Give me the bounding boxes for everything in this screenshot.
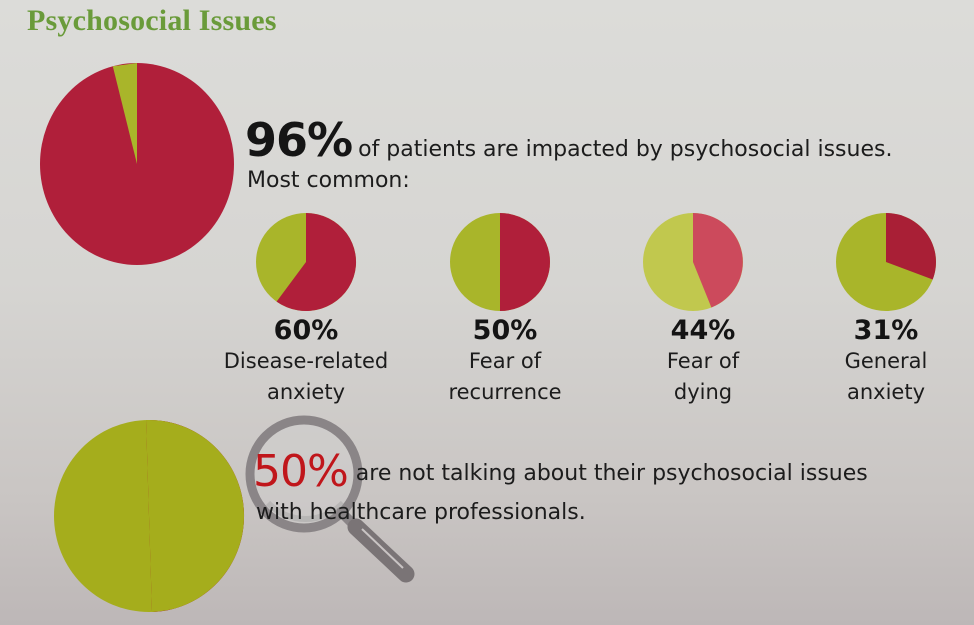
pie-chart-general-anxiety [836,213,936,311]
bottom-percent: 50% [253,446,349,497]
headline-text: of patients are impacted by psychosocial… [358,137,893,162]
stat-label-line1: Disease-related [223,349,389,373]
stat-percent: 60% [273,315,339,346]
pie-chart-96 [40,63,234,265]
stat-percent: 44% [670,315,736,346]
stat-fear-recurrence: 50% Fear of recurrence [410,316,600,408]
pie-chart-fear-dying [643,213,743,311]
stat-label-line2: dying [673,380,733,404]
stat-label-line1: General [844,349,928,373]
stat-label-line1: Fear of [468,349,542,373]
stat-disease-anxiety: 60% Disease-related anxiety [211,316,401,408]
stat-percent: 31% [853,315,919,346]
headline: 96% of patients are impacted by psychosoc… [245,113,892,167]
stat-label-line2: recurrence [448,380,562,404]
stat-fear-dying: 44% Fear of dying [608,316,798,408]
bottom-text-line2: with healthcare professionals. [256,500,586,525]
most-common-label: Most common: [247,168,410,193]
stat-percent: 50% [472,315,538,346]
bottom-statement-line1: 50% are not talking about their psychosoc… [253,446,868,497]
stat-general-anxiety: 31% General anxiety [791,316,974,408]
headline-percent: 96% [245,113,353,167]
bottom-text-line1: are not talking about their psychosocial… [355,461,868,486]
pie-chart-disease-anxiety [256,212,357,311]
page-title: Psychosocial Issues [27,4,277,37]
magnifier-icon [245,415,415,583]
pie-chart-not-talking [54,419,245,612]
stat-label-line2: anxiety [846,380,926,404]
stat-label-line2: anxiety [266,380,346,404]
stat-label-line1: Fear of [666,349,740,373]
pie-chart-fear-recurrence [450,213,550,311]
